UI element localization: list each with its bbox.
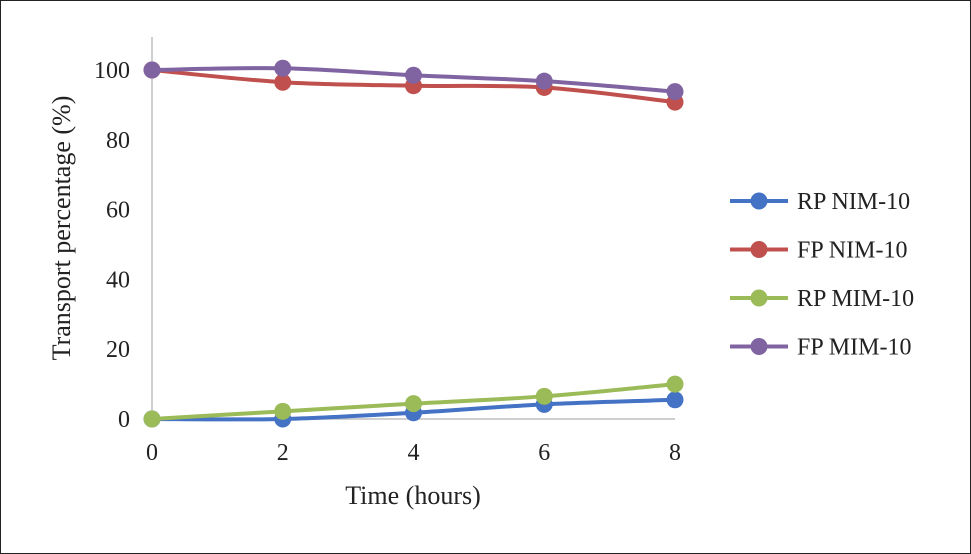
x-tick-label: 6 [538, 440, 550, 466]
data-point [274, 59, 292, 77]
y-tick-label: 80 [106, 128, 130, 154]
legend-label: FP NIM-10 [797, 238, 907, 264]
legend: RP NIM-10 FP NIM-10 RP MIM-10 FP MIM-10 [730, 189, 914, 361]
data-point [535, 72, 553, 90]
legend-label: RP MIM-10 [797, 286, 914, 312]
series-layer [143, 59, 684, 428]
data-point [535, 387, 553, 405]
legend-item: RP NIM-10 [730, 189, 910, 215]
legend-label: FP MIM-10 [797, 335, 911, 361]
legend-marker [750, 289, 768, 307]
data-point [666, 391, 684, 409]
legend-marker [750, 241, 768, 258]
x-axis-title: Time (hours) [345, 481, 481, 510]
y-tick-label: 40 [106, 267, 130, 293]
data-point [405, 395, 422, 413]
y-tick-labels: 0 20 40 60 80 100 [94, 58, 130, 433]
y-tick-label: 20 [106, 337, 130, 363]
y-tick-label: 60 [106, 198, 130, 224]
x-tick-labels: 0 2 4 6 8 [146, 440, 681, 466]
y-axis-title: Transport percentage (%) [47, 96, 76, 361]
series-rp-mim-10 [143, 375, 684, 428]
data-point [666, 375, 684, 393]
x-tick-label: 4 [408, 440, 420, 466]
data-point [274, 73, 292, 91]
legend-marker [750, 338, 768, 355]
x-tick-label: 2 [277, 440, 289, 466]
legend-marker [750, 192, 768, 210]
y-tick-label: 100 [94, 58, 130, 84]
data-point [274, 402, 292, 420]
data-point [405, 66, 422, 84]
series-fp-mim-10 [143, 59, 684, 101]
legend-item: FP MIM-10 [730, 335, 911, 361]
legend-item: FP NIM-10 [730, 238, 907, 264]
data-point [143, 410, 161, 428]
data-point [666, 83, 684, 101]
x-tick-label: 8 [669, 440, 681, 466]
legend-item: RP MIM-10 [730, 286, 914, 312]
y-tick-label: 0 [118, 407, 130, 433]
x-tick-label: 0 [146, 440, 158, 466]
data-point [143, 61, 161, 79]
legend-label: RP NIM-10 [797, 189, 910, 215]
